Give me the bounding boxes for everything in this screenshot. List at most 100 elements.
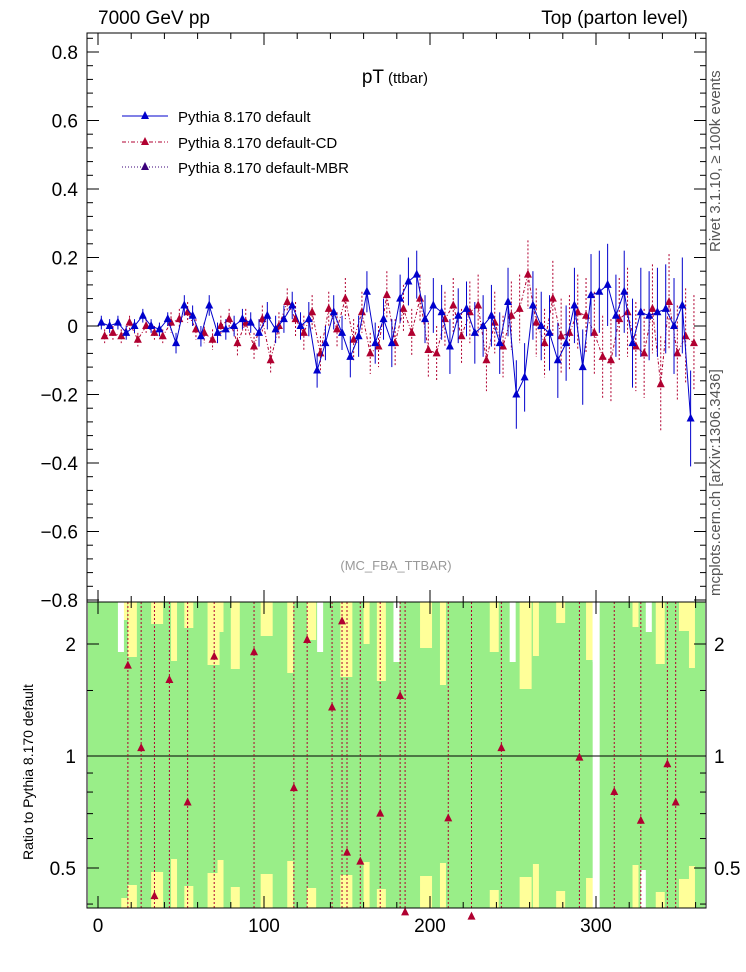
default-series-point bbox=[288, 300, 297, 309]
default-series-point bbox=[221, 324, 230, 333]
main-ytick-label: 0.4 bbox=[52, 180, 79, 201]
default-series-point bbox=[445, 341, 454, 350]
ratio-ytick-label-right: 1 bbox=[714, 747, 725, 768]
ratio-cd-point bbox=[165, 675, 174, 684]
default-series-point bbox=[504, 297, 513, 306]
ratio-ytick-label-right: 2 bbox=[714, 635, 725, 656]
default-series-point bbox=[354, 331, 363, 340]
ratio-cd-point bbox=[183, 797, 192, 806]
ratio-cd-point bbox=[338, 616, 347, 625]
ratio-band-outer-top bbox=[556, 602, 566, 623]
cd-series-point bbox=[474, 300, 483, 309]
default-series-point bbox=[404, 276, 413, 285]
default-series-point bbox=[437, 307, 446, 316]
cd-series-point bbox=[183, 307, 192, 316]
cd-series-point bbox=[640, 348, 649, 357]
cd-series-point bbox=[291, 314, 300, 323]
ratio-band-outer-top bbox=[679, 602, 691, 631]
cd-series-point bbox=[108, 327, 117, 336]
ratio-xtick-label: 200 bbox=[414, 916, 446, 937]
ratio-band-outer-top bbox=[217, 602, 224, 632]
ratio-band-outer-bottom bbox=[307, 888, 317, 908]
cd-series-point bbox=[449, 300, 458, 309]
ratio-band-outer-bottom bbox=[632, 865, 639, 908]
ratio-band-outer-bottom bbox=[260, 874, 273, 908]
ratio-band-outer-top bbox=[363, 602, 370, 644]
cd-series-point bbox=[308, 307, 317, 316]
ratio-band-gap bbox=[393, 602, 400, 662]
analysis-watermark: (MC_FBA_TTBAR) bbox=[340, 558, 451, 573]
default-series-point bbox=[520, 372, 529, 381]
ratio-cd-point bbox=[210, 651, 219, 660]
default-series-point bbox=[587, 290, 596, 299]
cd-series-point bbox=[200, 327, 209, 336]
default-series-point bbox=[570, 300, 579, 309]
default-series-point bbox=[321, 338, 330, 347]
ratio-cd-point bbox=[137, 743, 146, 752]
cd-series-point bbox=[382, 290, 391, 299]
ratio-band-outer-bottom bbox=[127, 885, 137, 908]
default-series-point bbox=[620, 286, 629, 295]
cd-series-point bbox=[457, 331, 466, 340]
ratio-band-outer-top bbox=[532, 602, 539, 656]
cd-series-point bbox=[399, 303, 408, 312]
cd-series-point bbox=[266, 355, 275, 364]
ratio-cd-point bbox=[250, 647, 259, 656]
ratio-band-gap bbox=[645, 602, 652, 632]
cd-series-point bbox=[407, 327, 416, 336]
default-series-point bbox=[686, 413, 695, 422]
ratio-band-outer-top bbox=[489, 602, 499, 652]
cd-series-point bbox=[673, 348, 682, 357]
default-series-point bbox=[603, 279, 612, 288]
cd-series-point bbox=[515, 303, 524, 312]
ratio-band-outer-bottom bbox=[230, 887, 240, 908]
default-series-point bbox=[379, 314, 388, 323]
ratio-band-gap bbox=[317, 602, 324, 652]
default-series-point bbox=[130, 321, 139, 329]
ratio-band-outer-bottom bbox=[489, 890, 499, 908]
ratio-xtick-label: 300 bbox=[580, 916, 612, 937]
ratio-band-outer-top bbox=[287, 602, 294, 673]
ratio-band-outer-bottom bbox=[287, 861, 294, 908]
cd-series-point bbox=[125, 317, 134, 326]
default-series-point bbox=[670, 321, 679, 329]
ratio-ytick-label: 2 bbox=[65, 635, 76, 656]
default-series-point bbox=[479, 321, 488, 329]
ratio-band-outer-bottom bbox=[171, 859, 178, 908]
default-series-point bbox=[678, 300, 687, 309]
ratio-band-outer-bottom bbox=[207, 873, 220, 908]
default-series-point bbox=[155, 324, 164, 333]
cd-series-point bbox=[681, 331, 690, 340]
default-series-point bbox=[346, 351, 355, 360]
ratio-band-outer-top bbox=[519, 602, 532, 689]
cd-series-point bbox=[250, 341, 259, 350]
ratio-band-outer-bottom bbox=[655, 892, 665, 908]
ratio-band-gap bbox=[592, 602, 600, 908]
ratio-band-outer-bottom bbox=[376, 889, 386, 908]
default-series-point bbox=[661, 303, 670, 312]
default-series-point bbox=[105, 321, 114, 329]
default-series-point bbox=[296, 321, 305, 329]
ratio-band-outer-top bbox=[439, 602, 446, 685]
default-series-point bbox=[147, 321, 156, 329]
default-series-point bbox=[180, 300, 189, 309]
ratio-band-outer-top bbox=[260, 602, 273, 636]
legend-marker bbox=[141, 137, 149, 145]
default-series-point bbox=[205, 300, 214, 309]
legend-marker bbox=[141, 111, 149, 119]
cd-series-point bbox=[689, 338, 698, 347]
ratio-cd-point bbox=[636, 815, 645, 824]
cd-series-point bbox=[100, 331, 109, 340]
default-series-point bbox=[304, 314, 313, 323]
cd-series-point bbox=[324, 303, 333, 312]
legend-label: Pythia 8.170 default-CD bbox=[178, 135, 337, 152]
default-series-point bbox=[562, 338, 571, 347]
ratio-cd-point bbox=[376, 808, 385, 817]
default-series-point bbox=[97, 317, 106, 326]
ratio-ytick-label: 0.5 bbox=[50, 859, 76, 880]
ratio-band-outer-bottom bbox=[420, 876, 433, 908]
cd-series-point bbox=[565, 327, 574, 336]
ratio-xtick-label: 100 bbox=[248, 916, 280, 937]
cd-series-point bbox=[133, 334, 142, 343]
ratio-cd-point bbox=[467, 911, 476, 920]
